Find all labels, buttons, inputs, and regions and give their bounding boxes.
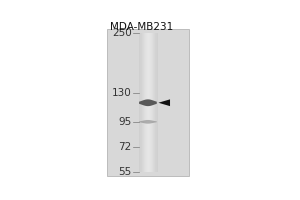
Polygon shape <box>139 99 157 106</box>
Text: 130: 130 <box>112 88 132 98</box>
FancyBboxPatch shape <box>107 29 189 176</box>
Polygon shape <box>158 99 170 106</box>
Text: MDA-MB231: MDA-MB231 <box>110 22 173 32</box>
Text: 95: 95 <box>118 117 132 127</box>
Text: 250: 250 <box>112 28 132 38</box>
Text: 72: 72 <box>118 142 132 152</box>
Polygon shape <box>139 120 157 124</box>
Text: 55: 55 <box>118 167 132 177</box>
